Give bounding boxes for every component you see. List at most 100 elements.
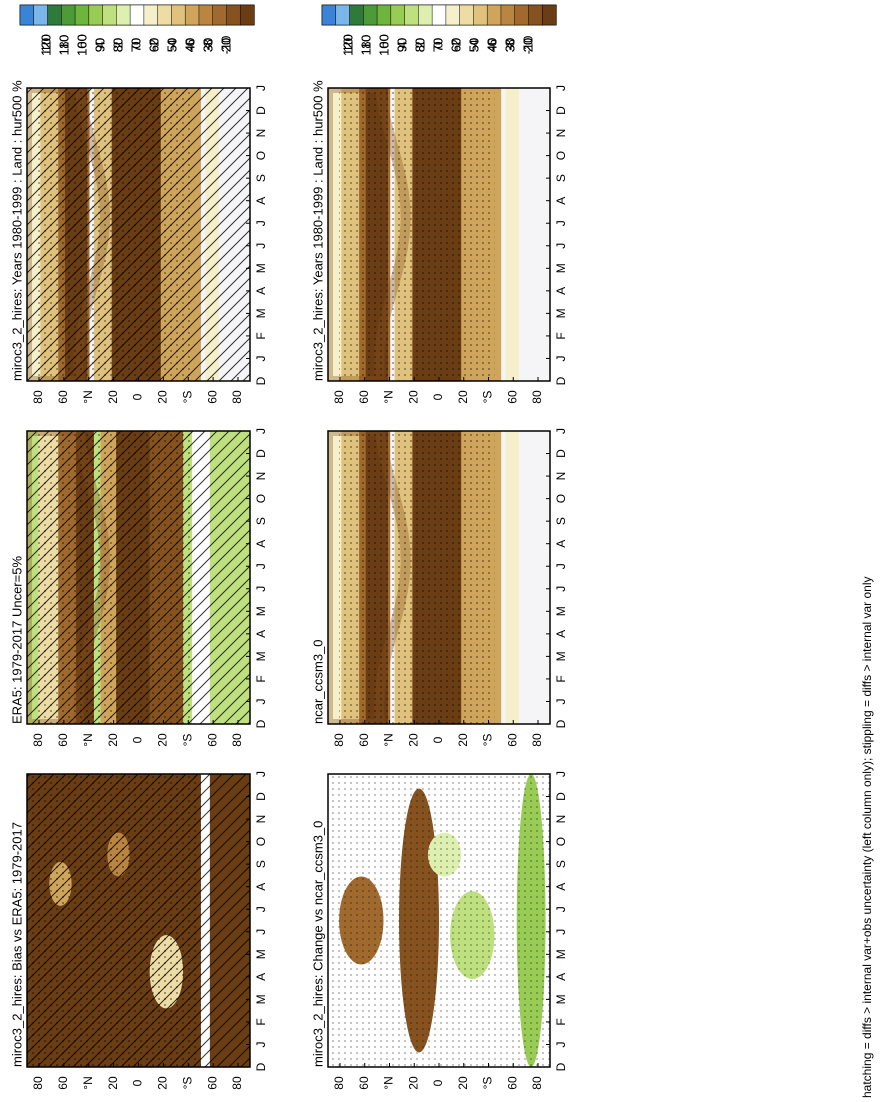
colorbar-label: -4 — [466, 39, 481, 51]
colorbar-label: 110 — [358, 35, 373, 56]
lat-tick-label: 60 — [56, 390, 70, 404]
colorbar-label: 110 — [56, 35, 71, 56]
colorbar-swatch — [404, 4, 419, 26]
month-tick-label: J — [254, 586, 268, 592]
lat-tick-label: 0 — [131, 393, 145, 400]
colorbar-swatch — [349, 4, 364, 26]
month-tick-label: D — [554, 792, 568, 801]
colorbar-swatch — [47, 4, 62, 26]
month-tick-label: J — [254, 1041, 268, 1047]
month-tick-label: M — [254, 263, 268, 273]
colorbar-swatch — [239, 4, 255, 26]
month-tick-label: F — [554, 332, 568, 339]
month-tick-label: A — [254, 883, 268, 891]
lat-tick-label: 20 — [106, 1076, 120, 1090]
colorbar-label: 0 — [430, 41, 445, 48]
colorbar-label: 90 — [92, 38, 107, 52]
colorbar-label: 50 — [164, 38, 179, 52]
colorbar-label: 30 — [502, 38, 517, 52]
lat-tick-label: 0 — [131, 1079, 145, 1086]
month-tick-label: D — [554, 719, 568, 728]
month-tick-label: F — [254, 332, 268, 339]
month-tick-label: M — [254, 651, 268, 661]
lat-tick-label: 80 — [332, 733, 346, 747]
month-tick-label: N — [554, 815, 568, 824]
colorbar-swatch — [129, 4, 145, 26]
lat-tick-label: °N — [81, 1076, 95, 1089]
month-tick-label: J — [254, 355, 268, 361]
month-tick-label: A — [254, 973, 268, 981]
month-tick-label: S — [554, 174, 568, 182]
colorbar-label: 60 — [448, 38, 463, 52]
colorbar-label: 4 — [394, 41, 409, 48]
month-tick-label: O — [254, 151, 268, 160]
colorbar-label: -2 — [146, 39, 161, 51]
month-tick-label: N — [254, 129, 268, 138]
colorbar-label: 80 — [412, 38, 427, 52]
month-tick-label: A — [554, 883, 568, 891]
colorbar-label: 80 — [110, 38, 125, 52]
month-tick-label: M — [254, 308, 268, 318]
lat-tick-label: 80 — [31, 390, 45, 404]
colorbar-swatch — [198, 4, 214, 26]
month-tick-label: J — [554, 563, 568, 569]
month-tick-label: D — [254, 376, 268, 385]
lat-tick-label: 60 — [357, 1076, 371, 1090]
colorbar-label: 50 — [466, 38, 481, 52]
colorbar-label: 30 — [502, 38, 517, 52]
colorbar-swatch — [33, 4, 49, 26]
lat-tick-label: °N — [81, 733, 95, 746]
month-tick-label: J — [554, 355, 568, 361]
colorbar-label: 40 — [182, 38, 197, 52]
colorbar-label: -10 — [218, 36, 233, 55]
lat-tick-label: °S — [180, 734, 194, 747]
lat-tick-label: 60 — [205, 733, 219, 747]
colorbar-swatch — [335, 4, 351, 26]
p4-title: ncar_ccsm3_0 — [310, 639, 325, 724]
colorbar-label: 60 — [448, 38, 463, 52]
colorbar-swatch — [321, 4, 337, 26]
lat-tick-label: 20 — [406, 390, 420, 404]
p1-title: miroc3_2_hires: Years 1980-1999 : Land :… — [9, 80, 24, 381]
p4-field — [328, 431, 550, 724]
month-tick-label: J — [254, 698, 268, 704]
lat-tick-label: 80 — [31, 1076, 45, 1090]
colorbar-label: 20 — [520, 38, 535, 52]
month-tick-label: S — [254, 174, 268, 182]
colorbar-swatch — [500, 4, 516, 26]
p2-title: miroc3_2_hires: Years 1980-1999 : Land :… — [310, 80, 325, 381]
colorbar-label: 90 — [92, 38, 107, 52]
month-tick-label: D — [554, 449, 568, 458]
colorbar-label: -6 — [484, 39, 499, 51]
colorbar-label: 100 — [376, 34, 391, 56]
month-tick-label: A — [254, 287, 268, 295]
month-tick-label: D — [254, 106, 268, 115]
colorbar-swatch — [116, 4, 131, 26]
lat-tick-label: 0 — [131, 736, 145, 743]
colorbar-label: 110 — [358, 35, 373, 56]
month-tick-label: J — [254, 771, 268, 777]
month-tick-label: M — [554, 263, 568, 273]
month-tick-label: N — [254, 815, 268, 824]
lat-tick-label: °S — [481, 734, 495, 747]
month-tick-label: O — [554, 494, 568, 503]
month-tick-label: F — [254, 1018, 268, 1025]
colorbar-swatch — [431, 4, 447, 26]
colorbar-label: 100 — [74, 34, 89, 56]
lat-tick-label: °N — [81, 390, 95, 403]
lat-tick-label: 80 — [230, 1076, 244, 1090]
colorbar-label: 2 — [110, 41, 125, 48]
colorbar-label: 40 — [484, 38, 499, 52]
month-tick-label: O — [554, 151, 568, 160]
month-tick-label: J — [254, 929, 268, 935]
colorbar-label: 120 — [340, 34, 355, 56]
month-tick-label: D — [254, 792, 268, 801]
colorbar-label: 120 — [340, 34, 355, 56]
lat-tick-label: 20 — [406, 733, 420, 747]
colorbar-label: 0 — [128, 41, 143, 48]
lat-tick-label: 60 — [505, 733, 519, 747]
colorbar-label: 60 — [146, 38, 161, 52]
